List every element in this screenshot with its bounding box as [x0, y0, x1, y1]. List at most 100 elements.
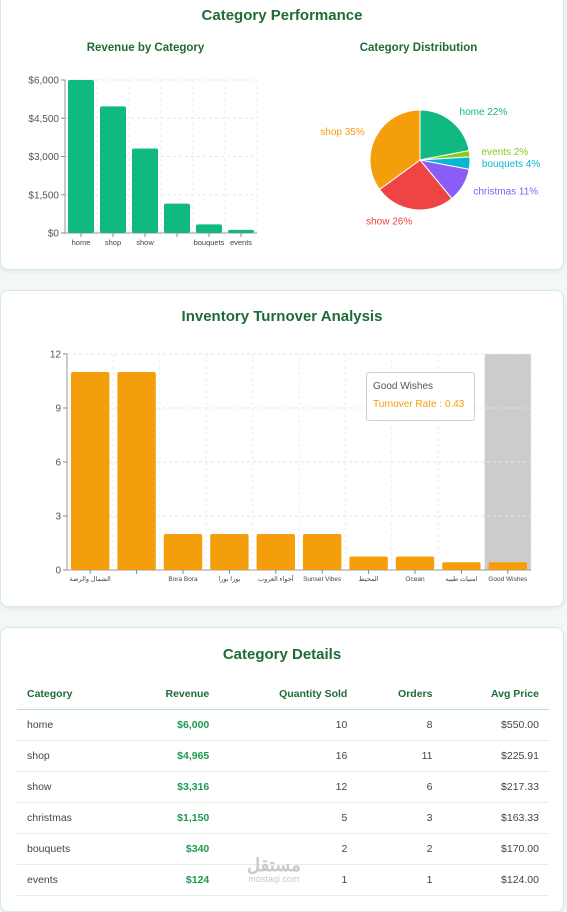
category-pie-chart: home 22% events 2%bouquets 4% christmas 11… [320, 107, 540, 228]
pie-slice [369, 109, 421, 191]
turnover-bar [117, 372, 156, 570]
cell-category: christmas [17, 802, 120, 834]
watermark-arabic: مستقل [247, 855, 301, 875]
revenue-bar [196, 224, 222, 233]
x-tick-label: home [72, 238, 91, 247]
y-tick-label: $4,500 [28, 114, 59, 125]
y-tick-label: 6 [55, 458, 61, 469]
table-row: christmas $1,150 5 3 $163.33 [17, 802, 549, 834]
cell-quantity: 16 [219, 740, 358, 772]
watermark-latin: mostaql.com [248, 874, 300, 884]
cell-category: bouquets [17, 833, 120, 865]
pie-slice [378, 159, 453, 211]
category-details-title: Category Details [222, 646, 342, 663]
x-tick-label: المحيط [359, 575, 379, 583]
cell-orders: 2 [357, 833, 443, 865]
turnover-bar [488, 562, 527, 570]
cell-quantity: 2 [219, 833, 358, 865]
cell-quantity: 10 [219, 709, 358, 741]
cell-avg-price: $124.00 [442, 864, 549, 896]
x-tick-label: shop [105, 238, 121, 247]
category-details-card: Category Details Category Revenue Quanti… [0, 627, 564, 912]
revenue-bar [132, 148, 158, 233]
category-performance-card: Category Performance Revenue by Category… [0, 0, 564, 270]
cell-avg-price: $170.00 [442, 833, 549, 865]
table-row: events $124 1 1 $124.00 [17, 864, 549, 896]
x-tick-label: بورا بورا [218, 575, 240, 583]
cell-avg-price: $225.91 [442, 740, 549, 772]
cell-avg-price: $163.33 [442, 802, 549, 834]
tooltip-value: Turnover Rate : 0.43 [373, 399, 465, 410]
x-tick-label: bouquets [194, 238, 225, 247]
cell-orders: 3 [357, 802, 443, 834]
x-tick-label: Good Wishes [488, 576, 528, 583]
turnover-bar [442, 562, 481, 570]
category-performance-title: Category Performance [201, 7, 363, 24]
y-tick-label: $0 [48, 229, 60, 240]
cell-category: home [17, 709, 120, 741]
revenue-bar [164, 203, 190, 233]
distribution-chart-title: Category Distribution [359, 42, 478, 54]
cell-avg-price: $550.00 [442, 709, 549, 741]
x-tick-label: show [136, 238, 154, 247]
cell-category: show [17, 771, 120, 803]
y-tick-label: 12 [50, 350, 62, 361]
table-row: shop $4,965 16 11 $225.91 [17, 740, 549, 772]
turnover-bar [349, 556, 388, 570]
cell-quantity: 12 [219, 771, 358, 803]
x-tick-label: أجواء الغروب [258, 573, 294, 583]
x-tick-label: Bora Bora [168, 576, 198, 583]
x-tick-label: امنيات طيبه [446, 575, 478, 583]
inventory-turnover-card: Inventory Turnover Analysis 0 3 6 9 12 الشمال… [0, 290, 564, 607]
cell-quantity: 1 [219, 864, 358, 896]
y-tick-label: $6,000 [28, 76, 59, 87]
turnover-bar [395, 556, 435, 570]
cell-orders: 6 [357, 771, 443, 803]
turnover-bar [71, 372, 110, 570]
chart-tooltip: Good Wishes Turnover Rate : 0.43 [366, 372, 475, 421]
cell-revenue: $340 [119, 833, 220, 865]
revenue-bar [68, 80, 94, 233]
col-revenue: Revenue [119, 679, 220, 710]
col-avg-price: Avg Price [442, 679, 549, 710]
turnover-bar [163, 534, 203, 570]
pie-label: events 2% [482, 147, 529, 158]
x-tick-label: الشمال والرضة [70, 575, 112, 583]
inventory-turnover-title: Inventory Turnover Analysis [181, 308, 383, 325]
pie-label: shop 35% [320, 127, 365, 138]
col-quantity-sold: Quantity Sold [219, 679, 358, 710]
x-tick-label: Sunset Vibes [303, 576, 342, 583]
turnover-bar [256, 534, 295, 570]
y-tick-label: 9 [55, 404, 61, 415]
cell-category: shop [17, 740, 120, 772]
table-row: bouquets $340 2 2 $170.00 [17, 833, 549, 865]
turnover-bar-chart: 0 3 6 9 12 الشمال والرضة Bora Bora بورا بورا أجو… [50, 350, 532, 583]
y-tick-label: $3,000 [28, 152, 59, 163]
revenue-bar [228, 229, 254, 233]
turnover-bar [303, 534, 342, 570]
x-tick-label: Ocean [405, 576, 425, 583]
pie-label: show 26% [366, 217, 412, 228]
cell-revenue: $4,965 [119, 740, 220, 772]
turnover-bar [210, 534, 249, 570]
watermark-logo: مستقل mostaql.com [247, 855, 301, 886]
y-tick-label: 0 [55, 566, 61, 577]
cell-avg-price: $217.33 [442, 771, 549, 803]
y-tick-label: $1,500 [28, 190, 59, 201]
tooltip-category: Good Wishes [373, 381, 434, 392]
cell-orders: 1 [357, 864, 443, 896]
table-row: show $3,316 12 6 $217.33 [17, 771, 549, 803]
col-orders: Orders [357, 679, 443, 710]
cell-orders: 11 [357, 740, 443, 772]
cell-revenue: $1,150 [119, 802, 220, 834]
pie-slice [419, 109, 470, 161]
revenue-bar [100, 106, 126, 233]
table-row: home $6,000 10 8 $550.00 [17, 709, 549, 741]
x-tick-label: events [230, 238, 252, 247]
revenue-chart-title: Revenue by Category [86, 42, 205, 54]
pie-label: home 22% [460, 107, 508, 118]
cell-orders: 8 [357, 709, 443, 741]
category-details-table: Category Revenue Quantity Sold Orders Av… [17, 679, 549, 896]
col-category: Category [17, 679, 120, 710]
pie-label: christmas 11% [473, 187, 538, 198]
